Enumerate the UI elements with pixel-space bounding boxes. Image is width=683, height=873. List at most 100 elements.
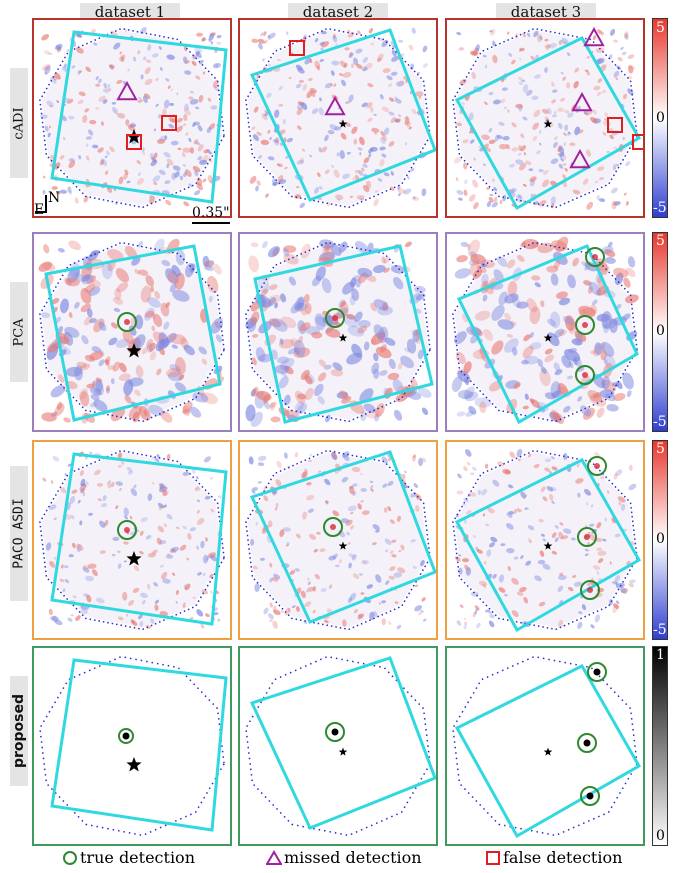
panel-image — [39, 655, 228, 837]
star-marker — [126, 551, 142, 566]
cbar2-mid: 0 — [656, 323, 665, 339]
true-detection-circle-icon — [63, 850, 77, 865]
cbar2-max: 5 — [656, 233, 665, 249]
missed-detection-triangle-icon — [266, 849, 282, 865]
field-of-view-outline — [253, 244, 434, 424]
detection-blob — [124, 527, 130, 533]
legend-true-label: true detection — [80, 848, 195, 867]
dotted-rim — [452, 449, 638, 631]
panel-pca-dataset-2 — [238, 232, 438, 432]
residual-map — [454, 30, 636, 206]
compass: N E — [34, 190, 65, 222]
star-marker — [126, 129, 142, 144]
panel-proposed-dataset-3 — [445, 646, 645, 846]
field-of-view-outline — [50, 658, 228, 832]
legend-true: true detection — [62, 848, 195, 867]
true-detection-marker — [325, 722, 345, 742]
column-header-dataset-3: dataset 3 — [496, 3, 596, 21]
field-of-view-outline — [50, 30, 228, 204]
true-detection-marker — [580, 580, 600, 600]
true-detection-marker — [587, 662, 607, 682]
colorbar-paco — [652, 440, 668, 640]
column-header-dataset-1: dataset 1 — [80, 3, 180, 21]
star-marker — [543, 541, 553, 550]
detection-blob — [587, 587, 593, 593]
field-of-view-outline — [456, 244, 639, 425]
detection-blob — [124, 319, 130, 325]
cbar2-min: -5 — [653, 414, 667, 430]
detection-blob — [122, 732, 130, 740]
panel-proposed-dataset-1 — [32, 646, 232, 846]
false-detection-marker — [632, 134, 643, 150]
star-marker — [543, 119, 553, 128]
false-detection-marker — [607, 117, 623, 133]
true-detection-marker — [587, 456, 607, 476]
cbar4-min: 0 — [656, 828, 665, 844]
field-of-view-outline — [249, 450, 436, 624]
missed-detection-marker — [324, 95, 346, 116]
field-of-view-outline — [249, 656, 436, 830]
residual-map — [41, 30, 223, 206]
star-marker — [338, 747, 348, 756]
dotted-rim — [39, 449, 225, 631]
true-detection-marker — [323, 517, 343, 537]
detection-blob — [584, 534, 590, 540]
panel-image — [245, 449, 436, 631]
panel-paco-dataset-3 — [445, 440, 645, 640]
cbar1-min: -5 — [653, 200, 667, 216]
star-marker — [338, 119, 348, 128]
field-of-view-outline — [454, 36, 642, 211]
legend-missed: missed detection — [266, 848, 422, 867]
cbar3-min: -5 — [653, 622, 667, 638]
panel-proposed-dataset-2 — [238, 646, 438, 846]
scale-bar: 0.35" — [192, 202, 230, 224]
legend-false: false detection — [485, 848, 622, 867]
false-detection-marker — [126, 134, 142, 150]
scale-bar-label: 0.35" — [192, 205, 230, 221]
star-marker — [543, 747, 553, 756]
dotted-rim — [245, 449, 431, 631]
star-marker — [126, 757, 142, 772]
missed-detection-marker — [116, 80, 138, 101]
panel-image — [245, 27, 436, 209]
row-header-cadi: cADI — [10, 68, 28, 178]
dotted-rim — [245, 241, 431, 423]
panel-pca-dataset-3 — [445, 232, 645, 432]
colorbar-pca — [652, 232, 668, 432]
compass-east: E — [34, 202, 45, 218]
panel-image — [39, 26, 228, 209]
panel-cadi-dataset-2 — [238, 18, 438, 218]
dotted-rim — [39, 27, 225, 209]
star-marker — [543, 333, 553, 342]
detection-blob — [593, 668, 601, 676]
panel-image — [39, 449, 228, 631]
panel-cadi-dataset-1 — [32, 18, 232, 218]
missed-detection-marker — [583, 26, 605, 47]
true-detection-marker — [585, 247, 605, 267]
column-header-dataset-2: dataset 2 — [288, 3, 388, 21]
row-header-pca: PCA — [10, 282, 28, 382]
field-of-view-outline — [50, 452, 228, 626]
detection-blob — [332, 315, 338, 321]
dotted-rim — [452, 241, 638, 423]
true-detection-marker — [580, 786, 600, 806]
detection-blob — [583, 739, 591, 747]
panel-image — [451, 236, 639, 425]
panel-cadi-dataset-3 — [445, 18, 645, 218]
panel-image — [452, 448, 642, 633]
field-of-view-outline — [249, 28, 436, 202]
panel-image — [452, 26, 643, 211]
panel-image — [245, 239, 434, 428]
true-detection-marker — [575, 365, 595, 385]
detection-blob — [586, 792, 594, 800]
colorbar-cadi — [652, 18, 668, 218]
detection-blob — [582, 372, 588, 378]
true-detection-marker — [577, 733, 597, 753]
dotted-rim — [245, 655, 431, 837]
missed-detection-marker — [571, 91, 593, 112]
panel-image — [38, 238, 225, 424]
dotted-rim — [39, 241, 225, 423]
dotted-rim — [452, 655, 638, 837]
row-header-proposed: proposed — [10, 676, 28, 786]
star-marker — [338, 541, 348, 550]
